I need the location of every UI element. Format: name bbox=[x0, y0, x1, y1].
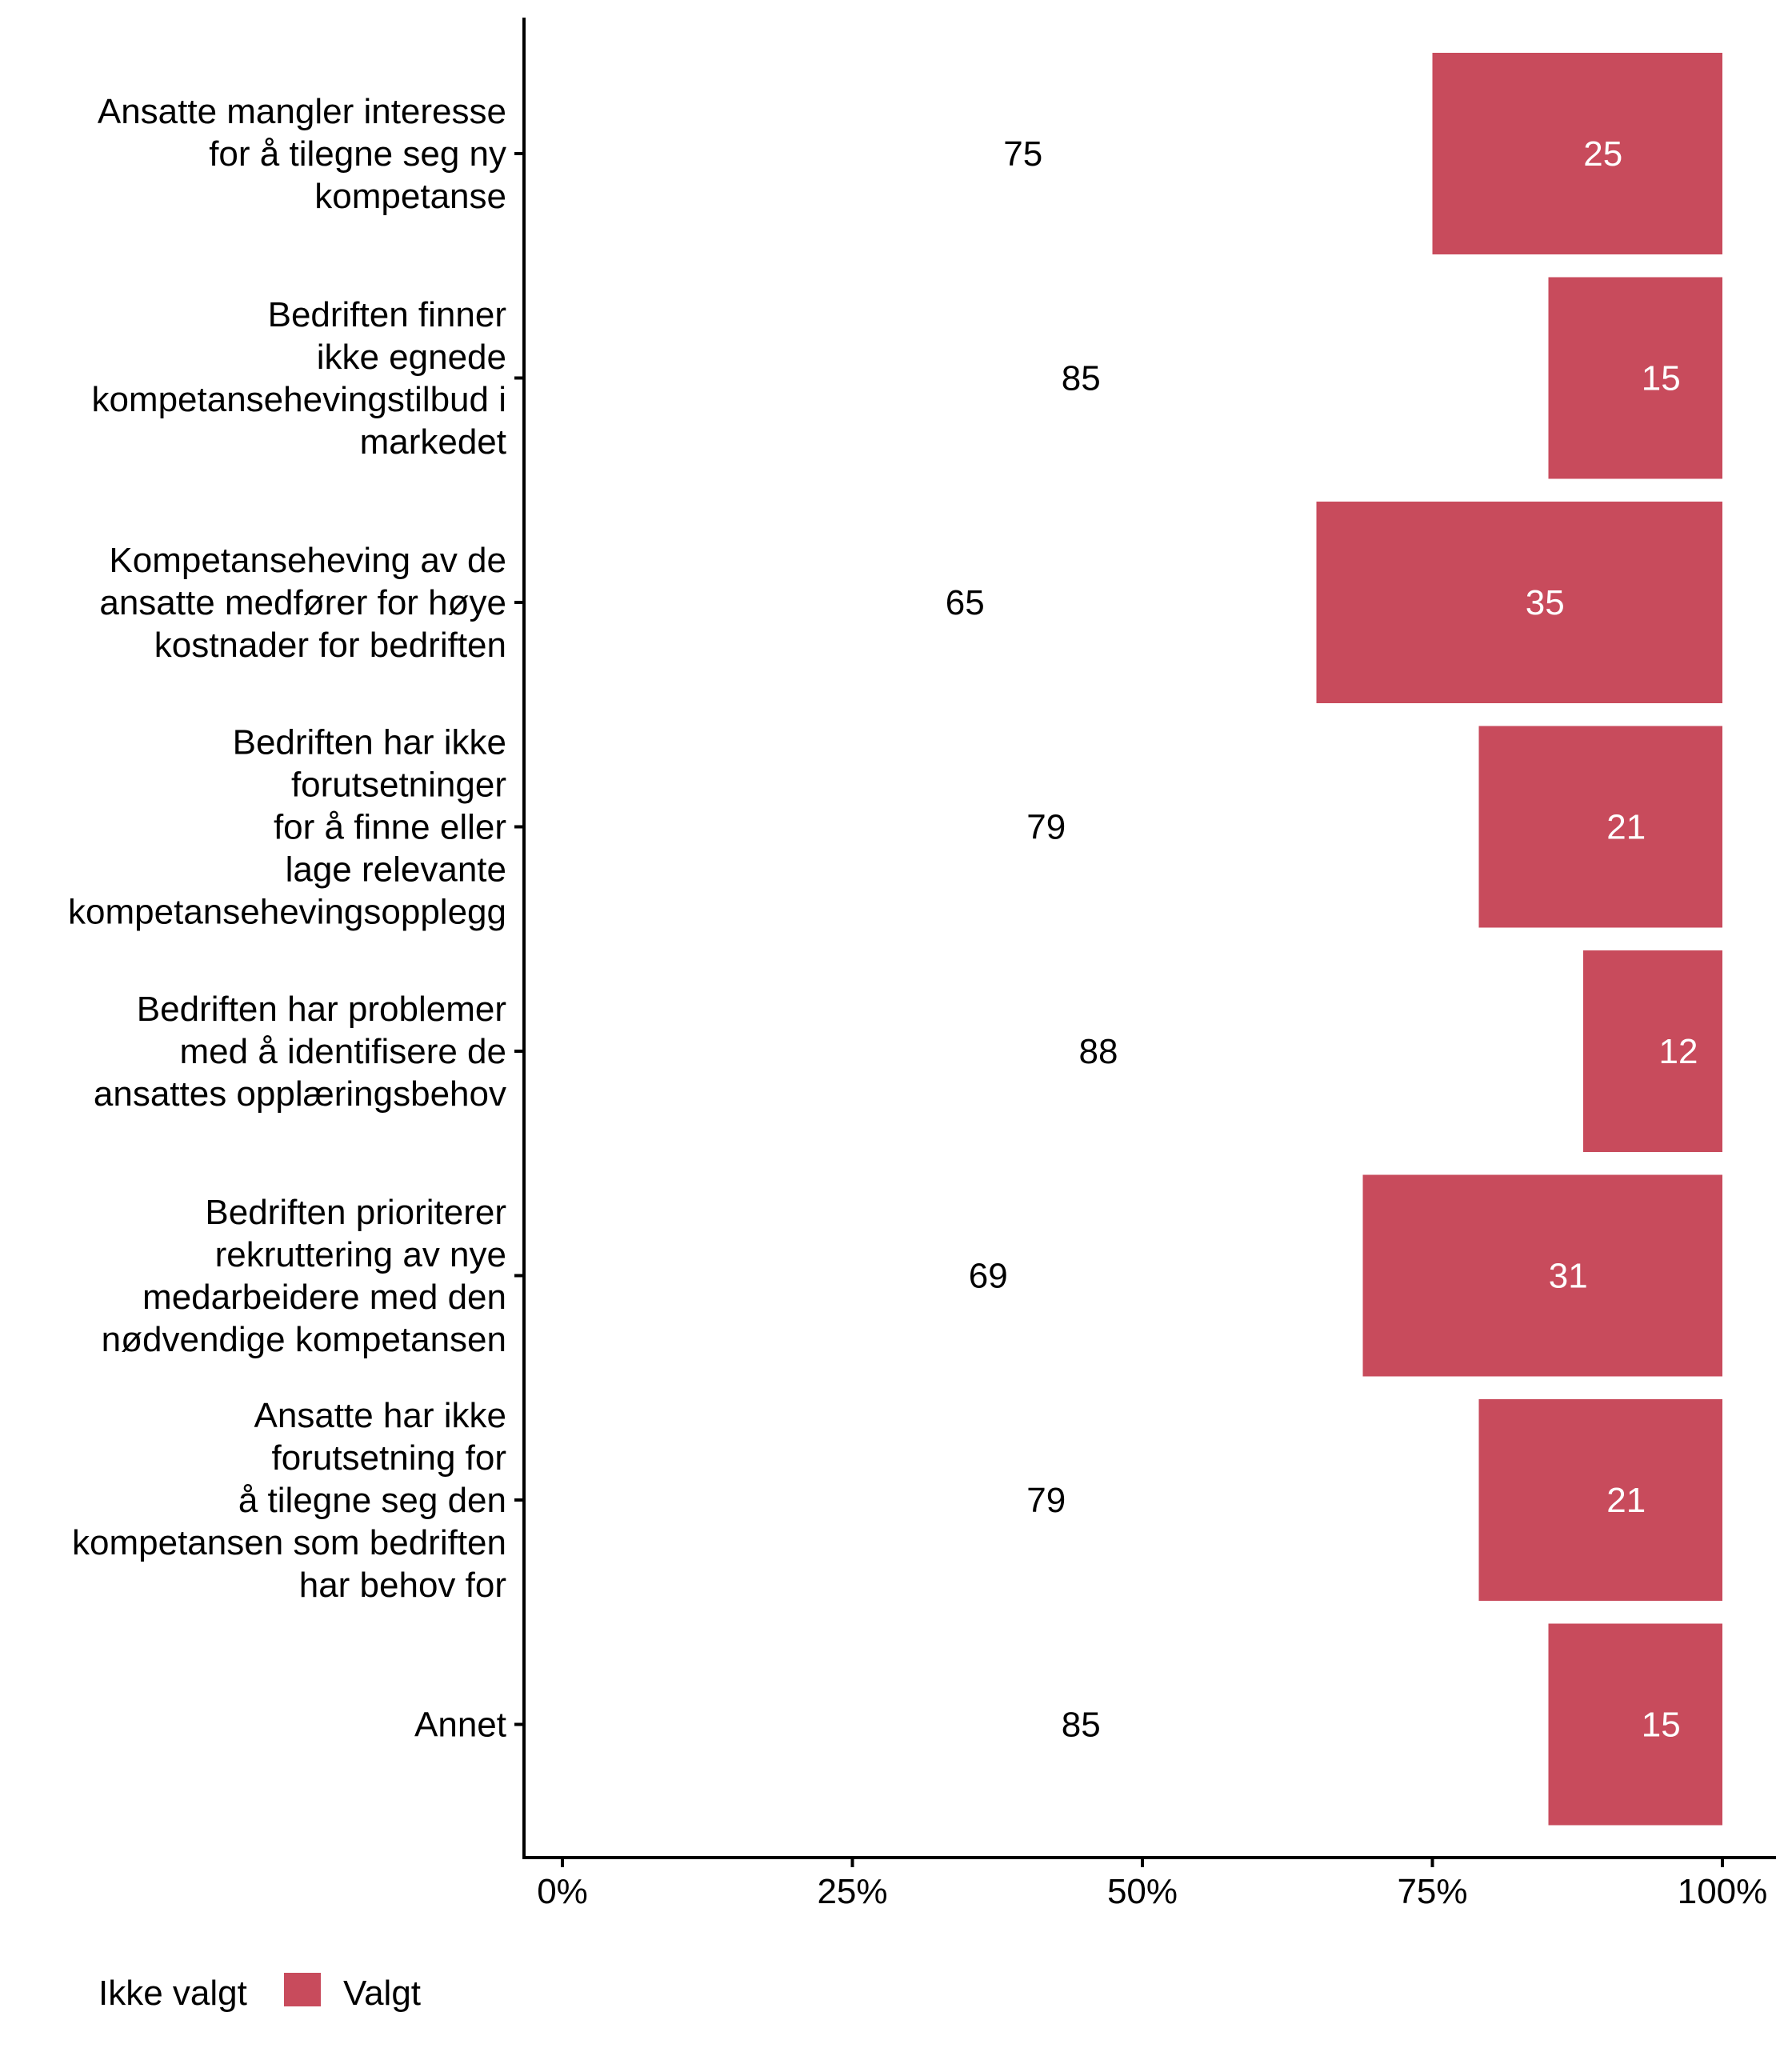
category-label-line: rekruttering av nye bbox=[215, 1235, 506, 1274]
value-label: 79 bbox=[1026, 808, 1066, 847]
category-label-line: har behov for bbox=[299, 1566, 506, 1605]
legend-label-valgt: Valgt bbox=[343, 1974, 421, 2013]
category-label: Bedriften finner ikke egnede kompetansehev… bbox=[91, 295, 506, 462]
bar-ikke-valgt bbox=[562, 53, 1433, 254]
x-tick-label: 75% bbox=[1397, 1872, 1467, 1911]
bar-valgt bbox=[1478, 726, 1722, 928]
legend-key-valgt bbox=[284, 1973, 321, 2006]
category-label-line: Kompetanseheving av de bbox=[109, 541, 506, 580]
category-label-line: nødvendige kompetansen bbox=[102, 1320, 506, 1359]
bars-layer bbox=[562, 53, 1722, 1826]
x-tick-label: 0% bbox=[537, 1872, 588, 1911]
category-label-line: kompetansen som bedriften bbox=[72, 1523, 506, 1562]
bar-valgt bbox=[1478, 1399, 1722, 1601]
category-label-line: Annet bbox=[414, 1706, 506, 1745]
category-label-line: kompetanse bbox=[314, 177, 506, 216]
category-label: Ansatte mangler interesse for å tilegne s… bbox=[98, 92, 506, 216]
value-label: 79 bbox=[1026, 1481, 1066, 1520]
category-label-line: for å finne eller bbox=[274, 808, 506, 847]
category-label: Bedriften har problemer med å identifiser… bbox=[94, 990, 506, 1114]
category-label-line: Bedriften har ikke bbox=[233, 723, 506, 762]
category-label-line: forutsetning for bbox=[272, 1438, 507, 1478]
value-labels-layer: 75 25 85 15 65 35 79 21 88 12 69 31 79 21 85 15 bbox=[946, 134, 1698, 1745]
category-label-line: Bedriften finner bbox=[268, 295, 506, 334]
category-label-line: Bedriften har problemer bbox=[137, 990, 506, 1029]
bar-ikke-valgt bbox=[562, 1399, 1479, 1601]
bar-ikke-valgt bbox=[562, 950, 1583, 1152]
value-label: 21 bbox=[1606, 808, 1646, 847]
category-label-line: ansattes opplæringsbehov bbox=[94, 1074, 506, 1114]
bar-ikke-valgt bbox=[562, 726, 1479, 928]
category-label-line: medarbeidere med den bbox=[142, 1278, 506, 1317]
value-label: 35 bbox=[1526, 583, 1565, 622]
category-label-line: kompetansehevingstilbud i bbox=[91, 380, 506, 419]
value-label: 85 bbox=[1062, 1706, 1101, 1745]
category-label: Bedriften prioriterer rekruttering av nye… bbox=[102, 1193, 506, 1359]
bar-valgt bbox=[1432, 53, 1722, 254]
bar-valgt bbox=[1362, 1174, 1722, 1377]
category-label-line: markedet bbox=[360, 422, 506, 462]
x-tick-label: 25% bbox=[817, 1872, 887, 1911]
value-label: 15 bbox=[1642, 359, 1681, 398]
category-label: Bedriften har ikke forutsetninger for å fi… bbox=[68, 723, 506, 932]
category-label-line: kostnader for bedriften bbox=[154, 626, 506, 665]
value-label: 25 bbox=[1583, 134, 1622, 174]
value-label: 12 bbox=[1659, 1032, 1698, 1071]
x-tick-label: 50% bbox=[1107, 1872, 1178, 1911]
category-label-line: kompetansehevingsopplegg bbox=[68, 893, 506, 932]
bar-ikke-valgt bbox=[562, 1623, 1549, 1826]
category-label: Kompetanseheving av de ansatte medfører f… bbox=[99, 541, 506, 665]
category-label-line: forutsetninger bbox=[291, 766, 506, 805]
category-label-line: Ansatte mangler interesse bbox=[98, 92, 506, 131]
x-axis-ticks: 0% 25% 50% 75% 100% bbox=[537, 1858, 1767, 1911]
value-label: 88 bbox=[1079, 1032, 1118, 1071]
value-label: 69 bbox=[969, 1257, 1008, 1296]
bar-ikke-valgt bbox=[562, 277, 1549, 479]
bar-valgt bbox=[1548, 1623, 1722, 1826]
bar-ikke-valgt bbox=[562, 502, 1317, 703]
value-label: 85 bbox=[1062, 359, 1101, 398]
category-label: Annet bbox=[414, 1706, 506, 1745]
bar-valgt bbox=[1316, 502, 1722, 703]
value-label: 15 bbox=[1642, 1706, 1681, 1745]
category-label-line: ikke egnede bbox=[317, 338, 506, 377]
legend-label-ikke-valgt: Ikke valgt bbox=[98, 1974, 247, 2013]
x-tick-label: 100% bbox=[1678, 1872, 1768, 1911]
value-label: 31 bbox=[1549, 1257, 1588, 1296]
value-label: 75 bbox=[1003, 134, 1042, 174]
category-label-line: med å identifisere de bbox=[180, 1032, 506, 1071]
bar-valgt bbox=[1583, 950, 1722, 1152]
bar-valgt bbox=[1548, 277, 1722, 479]
category-label-line: Ansatte har ikke bbox=[254, 1396, 507, 1435]
value-label: 65 bbox=[946, 583, 985, 622]
value-label: 21 bbox=[1606, 1481, 1646, 1520]
bar-ikke-valgt bbox=[562, 1174, 1363, 1377]
category-label-line: Bedriften prioriterer bbox=[205, 1193, 506, 1232]
category-label-line: å tilegne seg den bbox=[238, 1481, 506, 1520]
y-axis-labels: Ansatte mangler interesse for å tilegne s… bbox=[68, 92, 524, 1745]
legend: Ikke valgt Valgt bbox=[98, 1973, 421, 2013]
category-label-line: ansatte medfører for høye bbox=[99, 583, 506, 622]
category-label-line: for å tilegne seg ny bbox=[209, 134, 506, 174]
category-label: Ansatte har ikke forutsetning for å tilegn… bbox=[72, 1396, 506, 1605]
category-label-line: lage relevante bbox=[286, 850, 506, 890]
